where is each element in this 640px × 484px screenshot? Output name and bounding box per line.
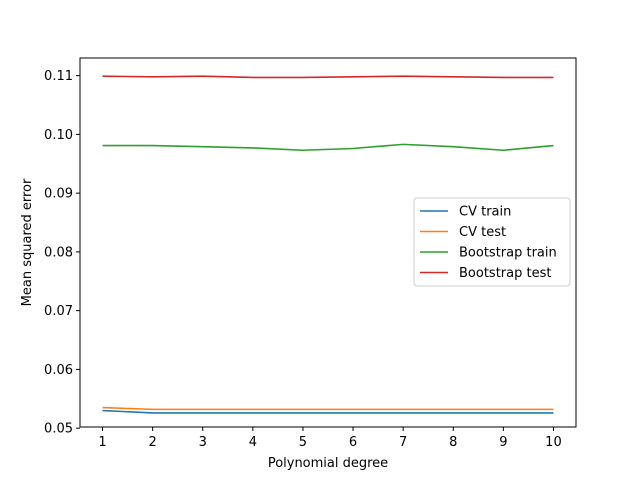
y-tick-label: 0.09 xyxy=(44,187,73,202)
x-tick-label: 1 xyxy=(98,435,106,450)
y-tick-label: 0.07 xyxy=(44,304,73,319)
series-line-2 xyxy=(102,406,554,411)
x-tick-label: 9 xyxy=(499,435,507,450)
legend: CV train CV test Bootstrap train Bootstrap … xyxy=(413,197,571,287)
legend-label: CV train xyxy=(459,205,511,220)
y-axis-label: Mean squared error xyxy=(20,178,35,306)
legend-label: Bootstrap train xyxy=(459,246,557,261)
series-line-3 xyxy=(102,143,554,152)
x-tick-label: 7 xyxy=(399,435,407,450)
y-tick-label: 0.05 xyxy=(44,422,73,437)
x-tick-label: 10 xyxy=(545,435,562,450)
y-tick-label: 0.11 xyxy=(44,69,73,84)
legend-label: CV test xyxy=(459,225,506,240)
series-line-1 xyxy=(102,409,554,414)
x-tick-label: 4 xyxy=(249,435,257,450)
plot-frame xyxy=(79,57,577,428)
x-axis-label: Polynomial degree xyxy=(268,456,388,471)
axis-ticks: 1 2 3 4 5 6 7 8 9 10 0.05 0.06 0.07 0.08 0.09 0.10 0.11 xyxy=(44,69,562,450)
x-tick-label: 6 xyxy=(349,435,357,450)
y-tick-label: 0.08 xyxy=(44,245,73,260)
x-tick-label: 3 xyxy=(199,435,207,450)
y-tick-label: 0.06 xyxy=(44,363,73,378)
x-tick-label: 2 xyxy=(149,435,157,450)
series-lines xyxy=(102,75,554,414)
x-tick-label: 8 xyxy=(449,435,457,450)
y-tick-label: 0.10 xyxy=(44,128,73,143)
series-line-4 xyxy=(102,75,554,79)
legend-box xyxy=(413,197,571,287)
x-tick-label: 5 xyxy=(299,435,307,450)
legend-label: Bootstrap test xyxy=(459,266,551,281)
